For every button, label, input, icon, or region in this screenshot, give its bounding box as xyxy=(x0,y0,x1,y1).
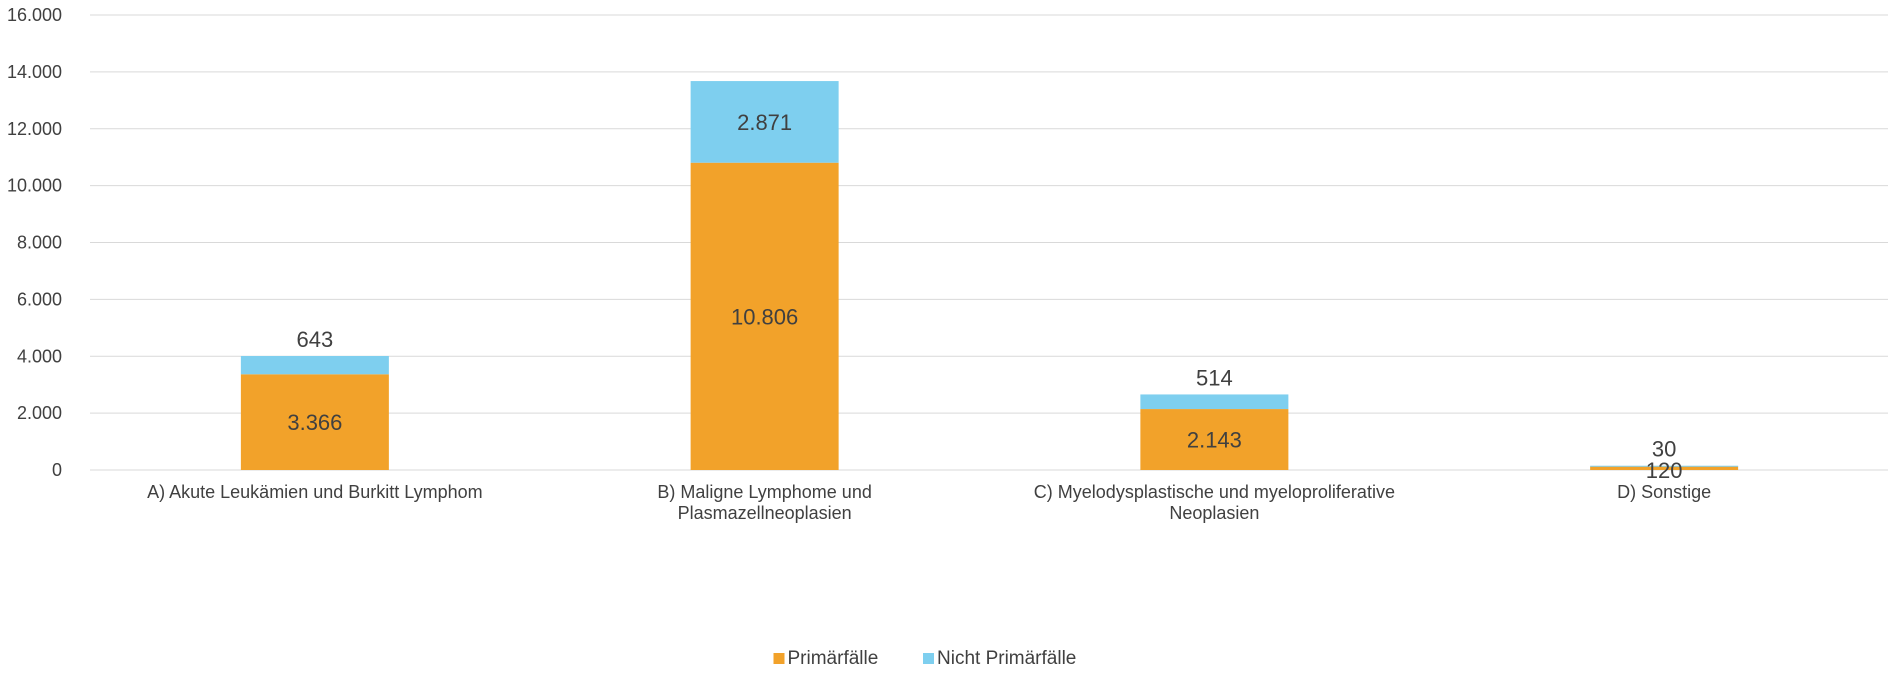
bar-segment xyxy=(1590,466,1739,470)
x-tick-label: D) Sonstige xyxy=(1617,482,1711,502)
bar-segment xyxy=(1140,394,1289,410)
y-tick-label: 8.000 xyxy=(17,233,62,253)
y-tick-label: 4.000 xyxy=(17,346,62,366)
bar-segment xyxy=(1140,409,1289,470)
data-label: 10.806 xyxy=(731,304,798,329)
y-tick-label: 14.000 xyxy=(7,62,62,82)
y-tick-label: 0 xyxy=(52,460,62,480)
data-label: 120 xyxy=(1646,458,1683,483)
y-tick-label: 10.000 xyxy=(7,176,62,196)
legend-swatch xyxy=(773,653,785,664)
y-tick-label: 12.000 xyxy=(7,119,62,139)
data-label: 514 xyxy=(1196,365,1233,390)
y-axis-ticks: 0 2.000 4.000 6.000 8.000 10.000 12.000 14.000 1… xyxy=(7,5,62,480)
x-tick-label: B) Maligne Lymphome und xyxy=(657,482,871,502)
y-tick-label: 16.000 xyxy=(7,5,62,25)
x-axis-ticks: A) Akute Leukämien und Burkitt Lymphom B)… xyxy=(147,482,1711,523)
bars xyxy=(240,81,1739,470)
bar-segment xyxy=(690,81,839,163)
data-label: 643 xyxy=(297,327,334,352)
x-tick-label: C) Myelodysplastische und myeloprolifera… xyxy=(1034,482,1395,502)
bar-segment xyxy=(1590,465,1739,467)
data-label: 2.871 xyxy=(737,110,792,135)
data-label: 2.143 xyxy=(1187,428,1242,453)
x-tick-label: Plasmazellneoplasien xyxy=(678,503,852,523)
x-tick-label: A) Akute Leukämien und Burkitt Lymphom xyxy=(147,482,483,502)
bar-segment xyxy=(240,355,389,375)
legend-label: Nicht Primärfälle xyxy=(937,648,1076,669)
legend: Primärfälle Nicht Primärfälle xyxy=(773,648,1076,669)
data-label: 30 xyxy=(1652,437,1676,462)
y-tick-label: 2.000 xyxy=(17,403,62,423)
x-tick-label: Neoplasien xyxy=(1169,503,1259,523)
legend-swatch xyxy=(923,653,934,664)
data-label: 3.366 xyxy=(287,410,342,435)
y-tick-label: 6.000 xyxy=(17,289,62,309)
gridlines xyxy=(90,14,1888,471)
legend-label: Primärfälle xyxy=(788,648,879,669)
bar-segment xyxy=(690,162,839,470)
bar-segment xyxy=(240,374,389,470)
